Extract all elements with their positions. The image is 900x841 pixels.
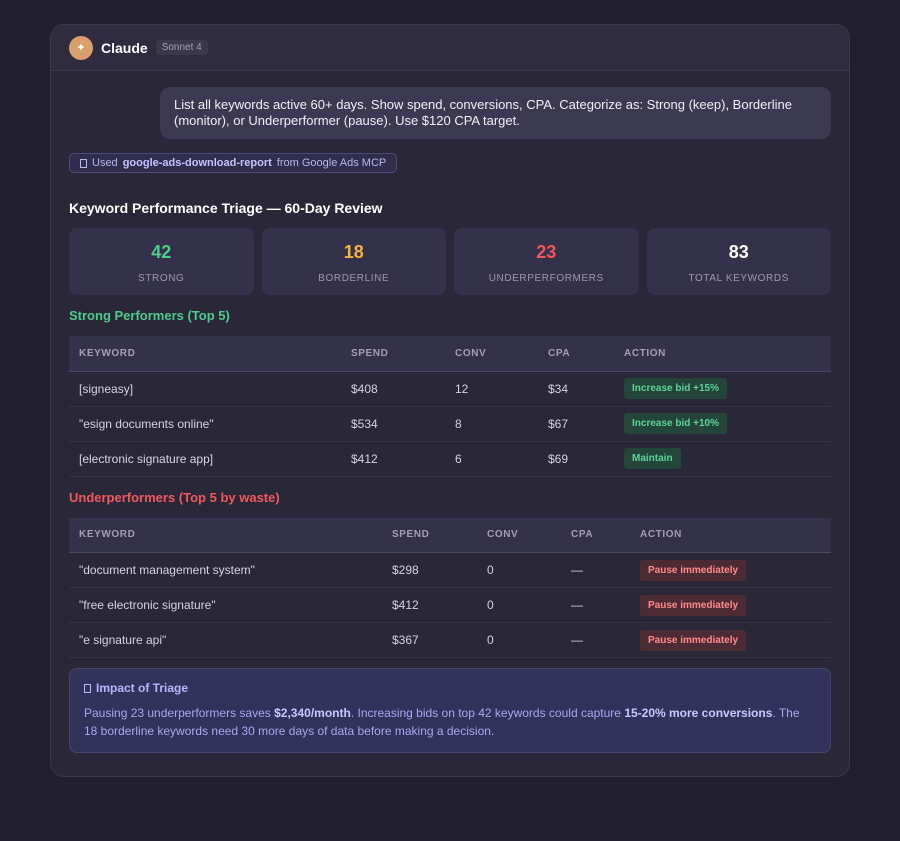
- action-cell: Maintain: [614, 441, 831, 477]
- stat-label: BORDERLINE: [318, 273, 390, 284]
- column-header: CPA: [538, 336, 614, 372]
- impact-callout: Impact of Triage Pausing 23 underperform…: [69, 668, 831, 753]
- keyword-cell: "free electronic signature": [69, 587, 382, 623]
- table-row: [signeasy] $408 12 $34 Increase bid +15%: [69, 371, 831, 407]
- column-header: CPA: [561, 517, 630, 553]
- action-badge: Maintain: [624, 448, 681, 469]
- action-badge: Pause immediately: [640, 594, 747, 616]
- impact-title-row: Impact of Triage: [84, 681, 816, 695]
- spend-cell: $367: [382, 622, 477, 658]
- model-badge[interactable]: Sonnet 4: [155, 40, 208, 55]
- conversation: List all keywords active 60+ days. Show …: [51, 71, 849, 769]
- impact-text-part: Pausing 23 underperformers saves: [84, 706, 275, 720]
- stat-label: TOTAL KEYWORDS: [688, 273, 789, 284]
- action-badge: Increase bid +10%: [624, 413, 727, 434]
- column-header: KEYWORD: [69, 517, 382, 553]
- stat-card-total: 83 TOTAL KEYWORDS: [646, 228, 831, 295]
- table-row: "free electronic signature" $412 0 — Pau…: [69, 587, 831, 623]
- action-cell: Increase bid +10%: [614, 406, 831, 442]
- column-header: KEYWORD: [69, 336, 341, 372]
- conv-cell: 6: [445, 441, 538, 477]
- spend-cell: $408: [341, 371, 445, 407]
- table-row: "e signature api" $367 0 — Pause immedia…: [69, 622, 831, 658]
- conv-cell: 0: [477, 552, 561, 588]
- column-header: SPEND: [382, 517, 477, 553]
- action-badge: Pause immediately: [640, 559, 747, 581]
- column-header: ACTION: [630, 517, 831, 553]
- table-row: "esign documents online" $534 8 $67 Incr…: [69, 406, 831, 442]
- impact-icon: [84, 683, 91, 693]
- table-header-row: KEYWORD SPEND CONV CPA ACTION: [69, 336, 831, 372]
- stat-card-underperformers: 23 UNDERPERFORMERS: [454, 228, 639, 295]
- stat-label: UNDERPERFORMERS: [488, 273, 604, 284]
- impact-conversions: 15-20% more conversions: [624, 706, 773, 720]
- stat-value: 23: [536, 242, 557, 262]
- app-name: Claude: [101, 39, 148, 56]
- chat-window: ✦ Claude Sonnet 4 List all keywords acti…: [50, 24, 850, 777]
- action-cell: Pause immediately: [630, 552, 831, 588]
- stat-card-strong: 42 STRONG: [69, 228, 254, 295]
- strong-performers-table: KEYWORD SPEND CONV CPA ACTION [signeasy]…: [69, 336, 831, 477]
- spend-cell: $298: [382, 552, 477, 588]
- conv-cell: 0: [477, 587, 561, 623]
- strong-section-title: Strong Performers (Top 5): [69, 308, 230, 323]
- cpa-cell: $69: [538, 441, 614, 477]
- spend-cell: $534: [341, 406, 445, 442]
- tool-suffix: from Google Ads MCP: [276, 157, 387, 169]
- keyword-cell: "e signature api": [69, 622, 382, 658]
- impact-savings: $2,340/month: [274, 706, 351, 720]
- keyword-cell: [electronic signature app]: [69, 441, 341, 477]
- column-header: ACTION: [614, 336, 831, 372]
- keyword-cell: "document management system": [69, 552, 382, 588]
- keyword-cell: "esign documents online": [69, 406, 341, 442]
- cpa-cell: —: [561, 587, 630, 623]
- column-header: CONV: [477, 517, 561, 553]
- user-message: List all keywords active 60+ days. Show …: [160, 87, 831, 139]
- cpa-cell: $34: [538, 371, 614, 407]
- spend-cell: $412: [382, 587, 477, 623]
- table-row: [electronic signature app] $412 6 $69 Ma…: [69, 441, 831, 477]
- column-header: SPEND: [341, 336, 445, 372]
- tool-use-pill[interactable]: Used google-ads-download-report from Goo…: [69, 153, 398, 173]
- tool-icon: [80, 158, 87, 168]
- conv-cell: 12: [445, 371, 538, 407]
- table-row: "document management system" $298 0 — Pa…: [69, 552, 831, 588]
- title-bar: ✦ Claude Sonnet 4: [51, 25, 849, 71]
- claude-logo-icon: ✦: [69, 35, 93, 60]
- report-title: Keyword Performance Triage — 60-Day Revi…: [69, 200, 383, 216]
- stat-value: 42: [151, 242, 172, 262]
- stat-card-borderline: 18 BORDERLINE: [261, 228, 446, 295]
- cpa-cell: $67: [538, 406, 614, 442]
- action-cell: Increase bid +15%: [614, 371, 831, 407]
- action-cell: Pause immediately: [630, 622, 831, 658]
- cpa-cell: —: [561, 622, 630, 658]
- impact-text-part: . The 18 borderline keywords need 30 mor…: [84, 706, 800, 738]
- impact-title: Impact of Triage: [96, 681, 189, 695]
- stat-label: STRONG: [138, 273, 185, 284]
- keyword-cell: [signeasy]: [69, 371, 341, 407]
- conv-cell: 8: [445, 406, 538, 442]
- action-badge: Increase bid +15%: [624, 378, 727, 399]
- tool-prefix: Used: [92, 157, 118, 169]
- impact-text-part: . Increasing bids on top 42 keywords cou…: [350, 706, 625, 720]
- column-header: CONV: [445, 336, 538, 372]
- tool-name: google-ads-download-report: [122, 157, 272, 169]
- stats-row: 42 STRONG 18 BORDERLINE 23 UNDERPERFORME…: [69, 228, 831, 295]
- stat-value: 83: [728, 242, 749, 262]
- table-header-row: KEYWORD SPEND CONV CPA ACTION: [69, 517, 831, 553]
- conv-cell: 0: [477, 622, 561, 658]
- cpa-cell: —: [561, 552, 630, 588]
- action-badge: Pause immediately: [640, 629, 747, 651]
- spend-cell: $412: [341, 441, 445, 477]
- stat-value: 18: [343, 242, 364, 262]
- action-cell: Pause immediately: [630, 587, 831, 623]
- underperformers-section-title: Underperformers (Top 5 by waste): [69, 489, 280, 505]
- underperformers-table: KEYWORD SPEND CONV CPA ACTION "document …: [69, 517, 831, 658]
- impact-text: Pausing 23 underperformers saves $2,340/…: [84, 704, 816, 740]
